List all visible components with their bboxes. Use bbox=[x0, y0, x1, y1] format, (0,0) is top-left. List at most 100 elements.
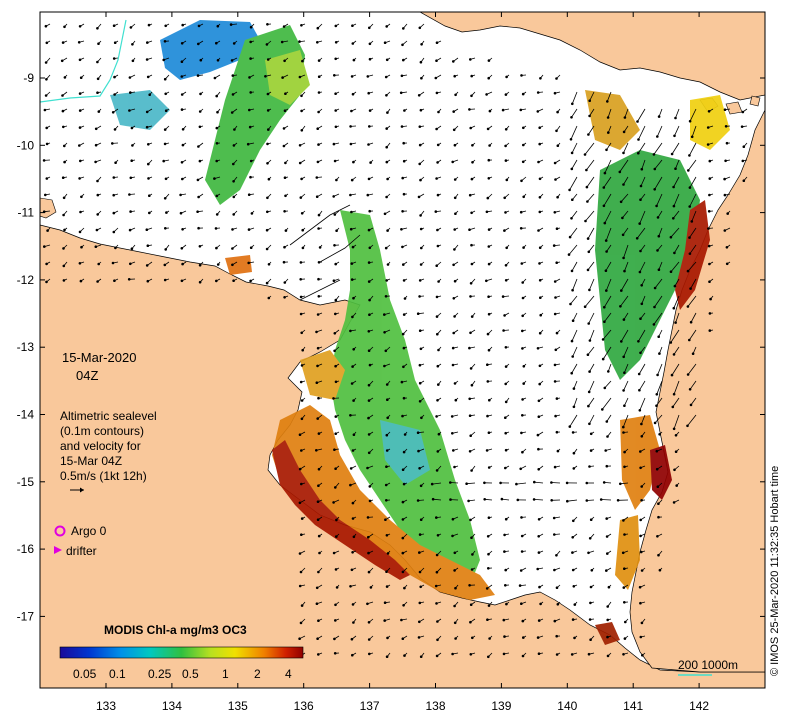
velocity-arrow bbox=[571, 210, 578, 219]
velocity-arrow-head bbox=[299, 570, 303, 574]
velocity-arrow-head bbox=[487, 177, 491, 180]
velocity-arrow-head bbox=[505, 602, 508, 606]
velocity-arrow bbox=[656, 397, 663, 406]
velocity-arrow-head bbox=[470, 383, 474, 387]
velocity-arrow-head bbox=[111, 111, 115, 114]
velocity-arrow-head bbox=[586, 237, 590, 240]
velocity-arrow-head bbox=[623, 404, 626, 408]
velocity-arrow-head bbox=[44, 193, 47, 197]
velocity-arrow bbox=[691, 125, 697, 137]
velocity-arrow-head bbox=[436, 161, 439, 164]
velocity-arrow-head bbox=[620, 340, 623, 343]
argo-float-icon bbox=[54, 525, 66, 537]
velocity-arrow-head bbox=[367, 228, 371, 232]
velocity-arrow-head bbox=[537, 229, 540, 232]
velocity-arrow bbox=[653, 142, 663, 155]
velocity-arrow-head bbox=[454, 586, 457, 590]
velocity-arrow-head bbox=[349, 125, 352, 128]
velocity-arrow-head bbox=[367, 280, 371, 283]
velocity-arrow-head bbox=[538, 210, 542, 214]
velocity-arrow-head bbox=[315, 381, 319, 385]
velocity-arrow-head bbox=[430, 482, 434, 486]
velocity-arrow-head bbox=[386, 263, 390, 266]
velocity-arrow-head bbox=[553, 568, 556, 572]
velocity-arrow-head bbox=[555, 331, 559, 335]
velocity-arrow-head bbox=[402, 192, 406, 196]
velocity-arrow-head bbox=[709, 297, 712, 301]
velocity-arrow-head bbox=[655, 204, 658, 208]
velocity-arrow-head bbox=[672, 427, 676, 431]
lat-tick-label: -10 bbox=[17, 138, 35, 152]
velocity-arrow-head bbox=[726, 212, 729, 215]
velocity-arrow-head bbox=[570, 151, 574, 155]
velocity-arrow-head bbox=[621, 216, 624, 220]
velocity-arrow-head bbox=[553, 211, 557, 214]
velocity-arrow-head bbox=[315, 449, 318, 452]
velocity-arrow bbox=[570, 125, 578, 140]
lat-tick-label: -16 bbox=[17, 542, 35, 556]
lon-tick-label: 135 bbox=[228, 699, 248, 713]
velocity-arrow-head bbox=[333, 159, 337, 163]
velocity-arrow bbox=[671, 142, 680, 155]
velocity-arrow-head bbox=[265, 43, 269, 46]
velocity-arrow-head bbox=[283, 296, 286, 299]
velocity-arrow-head bbox=[215, 142, 219, 145]
velocity-arrow-head bbox=[317, 570, 320, 574]
velocity-arrow-head bbox=[520, 516, 523, 519]
velocity-arrow-head bbox=[725, 141, 729, 145]
velocity-arrow-head bbox=[502, 652, 506, 656]
velocity-arrow-head bbox=[572, 387, 576, 390]
velocity-arrow-head bbox=[708, 177, 712, 180]
velocity-arrow-head bbox=[60, 59, 64, 63]
velocity-arrow-head bbox=[385, 449, 389, 452]
velocity-arrow-head bbox=[640, 569, 644, 572]
velocity-arrow-head bbox=[708, 193, 711, 197]
velocity-arrow-head bbox=[637, 340, 640, 343]
velocity-arrow-head bbox=[317, 227, 320, 230]
velocity-arrow-head bbox=[522, 382, 525, 385]
velocity-arrow-head bbox=[639, 351, 642, 355]
velocity-arrow-head bbox=[708, 312, 712, 315]
velocity-arrow-head bbox=[435, 654, 439, 658]
velocity-arrow-head bbox=[94, 127, 98, 131]
velocity-arrow-head bbox=[453, 551, 457, 555]
velocity-arrow-head bbox=[368, 298, 371, 302]
velocity-arrow-head bbox=[638, 222, 641, 225]
velocity-arrow-head bbox=[640, 167, 644, 171]
velocity-arrow bbox=[620, 278, 629, 291]
velocity-arrow-head bbox=[315, 602, 319, 605]
velocity-arrow-head bbox=[367, 621, 371, 624]
velocity-arrow bbox=[623, 380, 629, 391]
velocity-arrow-head bbox=[401, 518, 405, 521]
velocity-arrow-head bbox=[164, 92, 167, 96]
velocity-arrow-head bbox=[503, 635, 506, 638]
velocity-arrow-head bbox=[197, 42, 200, 46]
velocity-arrow-head bbox=[601, 338, 605, 341]
velocity-arrow-head bbox=[383, 364, 386, 368]
velocity-arrow bbox=[638, 329, 646, 342]
velocity-arrow-head bbox=[520, 602, 523, 605]
velocity-arrow-head bbox=[163, 263, 167, 267]
velocity-arrow-head bbox=[606, 618, 609, 622]
velocity-arrow-head bbox=[367, 143, 370, 146]
velocity-arrow-head bbox=[690, 220, 694, 223]
velocity-arrow-head bbox=[96, 27, 99, 30]
velocity-arrow-head bbox=[265, 228, 269, 232]
velocity-arrow-head bbox=[352, 160, 355, 164]
velocity-arrow-head bbox=[587, 551, 590, 555]
velocity-arrow-head bbox=[230, 111, 234, 114]
velocity-arrow-head bbox=[604, 239, 608, 242]
velocity-arrow bbox=[623, 244, 629, 259]
velocity-arrow-head bbox=[386, 552, 390, 555]
velocity-arrow-head bbox=[672, 501, 676, 504]
velocity-arrow-head bbox=[317, 143, 320, 146]
velocity-arrow-head bbox=[436, 143, 440, 147]
velocity-arrow-head bbox=[468, 228, 471, 231]
velocity-arrow bbox=[619, 159, 629, 173]
velocity-arrow-head bbox=[588, 99, 591, 102]
velocity-arrow-head bbox=[623, 533, 626, 536]
velocity-arrow-head bbox=[386, 111, 389, 114]
velocity-arrow bbox=[691, 210, 697, 222]
velocity-arrow-head bbox=[637, 138, 640, 141]
velocity-arrow-head bbox=[570, 269, 574, 273]
